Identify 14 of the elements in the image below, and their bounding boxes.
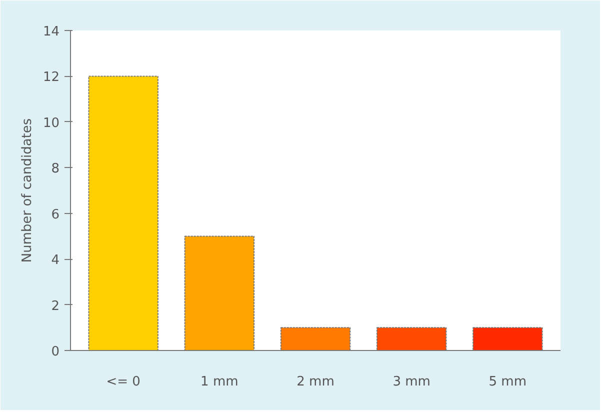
y-tick-label: 12 — [42, 70, 60, 86]
y-tick-label: 2 — [51, 298, 60, 314]
y-tick-label: 10 — [42, 116, 60, 131]
x-tick-label: <= 0 — [106, 374, 140, 390]
y-tick-label: 0 — [51, 344, 60, 360]
y-tick-label: 6 — [51, 207, 60, 222]
y-axis-title: Number of candidates — [20, 118, 35, 263]
y-tick-label: 4 — [51, 253, 60, 268]
x-tick-label: 5 mm — [488, 374, 527, 390]
x-tick-label: 2 mm — [296, 374, 334, 390]
x-tick-label: 3 mm — [392, 374, 430, 390]
y-tick-label: 14 — [42, 24, 60, 40]
x-tick-label: 1 mm — [200, 374, 238, 390]
y-tick-label: 8 — [51, 162, 60, 177]
